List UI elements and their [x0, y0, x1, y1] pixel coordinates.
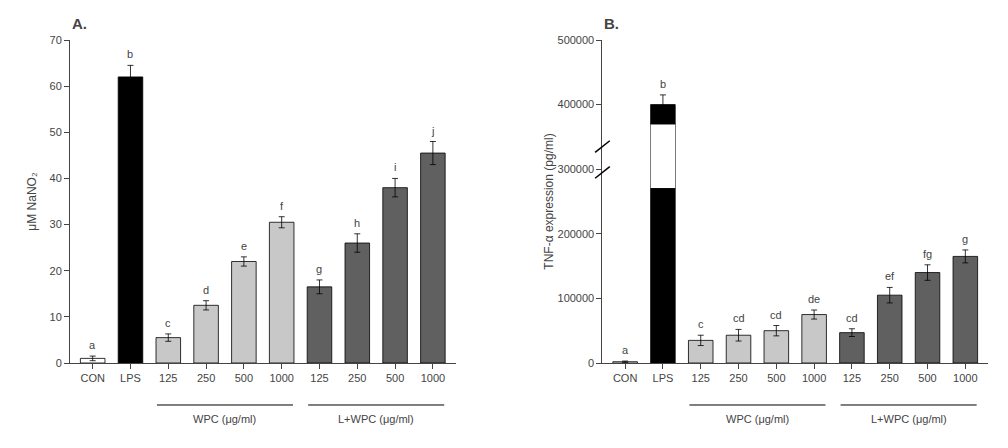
svg-text:1000: 1000 — [802, 372, 826, 384]
svg-text:a: a — [89, 339, 96, 351]
svg-text:500000: 500000 — [558, 34, 595, 46]
svg-text:500: 500 — [767, 372, 785, 384]
svg-text:125: 125 — [692, 372, 710, 384]
svg-text:125: 125 — [310, 372, 328, 384]
svg-text:WPC (μg/ml): WPC (μg/ml) — [193, 413, 256, 425]
svg-text:1000: 1000 — [421, 372, 445, 384]
svg-text:200000: 200000 — [558, 228, 595, 240]
svg-text:g: g — [316, 263, 322, 275]
svg-text:20: 20 — [50, 265, 62, 277]
svg-text:30: 30 — [50, 218, 62, 230]
svg-text:60: 60 — [50, 80, 62, 92]
svg-text:LPS: LPS — [120, 372, 141, 384]
svg-text:500: 500 — [235, 372, 253, 384]
svg-text:50: 50 — [50, 126, 62, 138]
svg-text:250: 250 — [881, 372, 899, 384]
svg-text:fg: fg — [923, 248, 932, 260]
svg-text:500: 500 — [386, 372, 404, 384]
svg-text:0: 0 — [56, 357, 62, 369]
svg-text:e: e — [241, 240, 247, 252]
svg-text:ef: ef — [885, 270, 895, 282]
svg-text:a: a — [622, 344, 629, 356]
svg-text:i: i — [394, 161, 396, 173]
svg-text:500: 500 — [918, 372, 936, 384]
svg-text:g: g — [962, 233, 968, 245]
svg-text:cd: cd — [733, 312, 745, 324]
svg-text:c: c — [165, 317, 171, 329]
svg-text:10: 10 — [50, 311, 62, 323]
svg-text:b: b — [660, 78, 666, 90]
svg-text:70: 70 — [50, 34, 62, 46]
svg-text:L+WPC (μg/ml): L+WPC (μg/ml) — [871, 413, 947, 425]
svg-text:100000: 100000 — [558, 292, 595, 304]
svg-text:WPC (μg/ml): WPC (μg/ml) — [726, 413, 789, 425]
svg-text:CON: CON — [613, 372, 638, 384]
svg-text:300000: 300000 — [558, 163, 595, 175]
svg-text:TNF-α expression (pg/ml): TNF-α expression (pg/ml) — [542, 133, 556, 269]
svg-text:cd: cd — [770, 309, 782, 321]
svg-text:d: d — [203, 284, 209, 296]
svg-text:0: 0 — [588, 357, 594, 369]
svg-text:h: h — [354, 217, 360, 229]
svg-text:1000: 1000 — [269, 372, 293, 384]
svg-text:1000: 1000 — [953, 372, 977, 384]
svg-text:b: b — [127, 48, 133, 60]
svg-text:j: j — [431, 125, 434, 137]
svg-text:250: 250 — [348, 372, 366, 384]
svg-text:125: 125 — [843, 372, 861, 384]
svg-text:A.: A. — [72, 15, 87, 32]
svg-text:μM NaNO₂: μM NaNO₂ — [25, 172, 39, 231]
svg-text:c: c — [698, 318, 704, 330]
svg-text:de: de — [808, 293, 820, 305]
svg-text:cd: cd — [846, 312, 858, 324]
svg-text:40: 40 — [50, 172, 62, 184]
svg-text:400000: 400000 — [558, 98, 595, 110]
svg-text:f: f — [280, 200, 284, 212]
svg-text:CON: CON — [80, 372, 105, 384]
svg-text:LPS: LPS — [653, 372, 674, 384]
svg-text:B.: B. — [604, 15, 619, 32]
svg-text:250: 250 — [729, 372, 747, 384]
svg-text:L+WPC (μg/ml): L+WPC (μg/ml) — [338, 413, 414, 425]
svg-text:125: 125 — [159, 372, 177, 384]
svg-text:250: 250 — [197, 372, 215, 384]
